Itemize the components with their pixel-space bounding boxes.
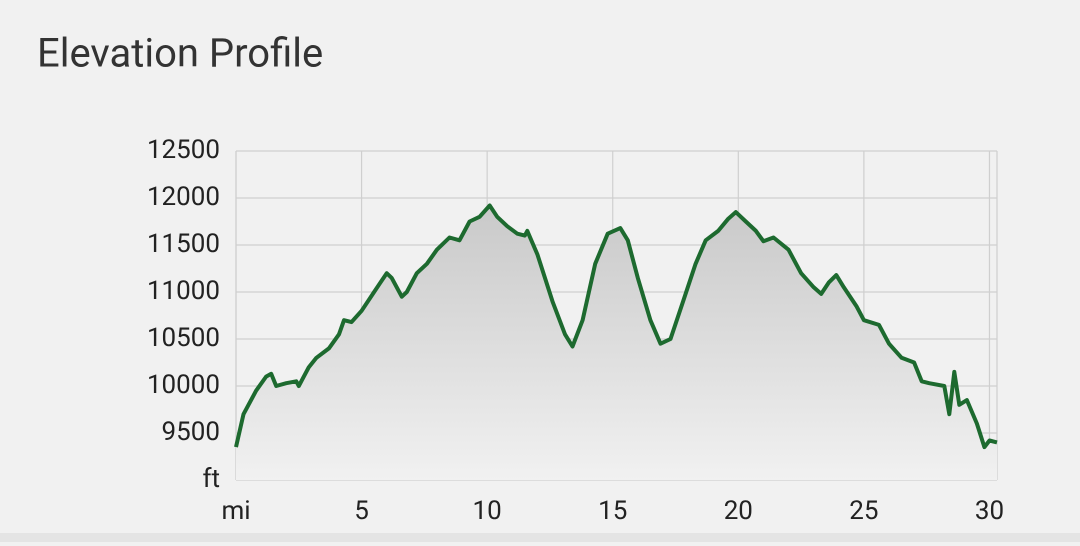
y-tick-label: 10000 <box>147 370 220 400</box>
x-tick-label: mi <box>221 496 250 526</box>
chart-title: Elevation Profile <box>37 30 323 77</box>
bottom-edge <box>0 533 1080 542</box>
y-tick-label: 12000 <box>147 182 220 212</box>
x-tick-label: 30 <box>975 496 1004 526</box>
y-tick-label: 12500 <box>147 135 220 165</box>
x-tick-label: 20 <box>724 496 753 526</box>
y-tick-label: 11000 <box>147 276 220 306</box>
elevation-area <box>236 205 997 480</box>
elevation-line <box>234 203 998 450</box>
x-tick-label: 10 <box>473 496 502 526</box>
y-tick-label: 10500 <box>147 323 220 353</box>
x-tick-label: 5 <box>354 496 369 526</box>
x-tick-label: 25 <box>849 496 878 526</box>
y-tick-label: ft <box>202 464 220 494</box>
x-tick-label: 15 <box>598 496 627 526</box>
y-tick-label: 9500 <box>162 417 220 447</box>
y-tick-label: 11500 <box>147 229 220 259</box>
